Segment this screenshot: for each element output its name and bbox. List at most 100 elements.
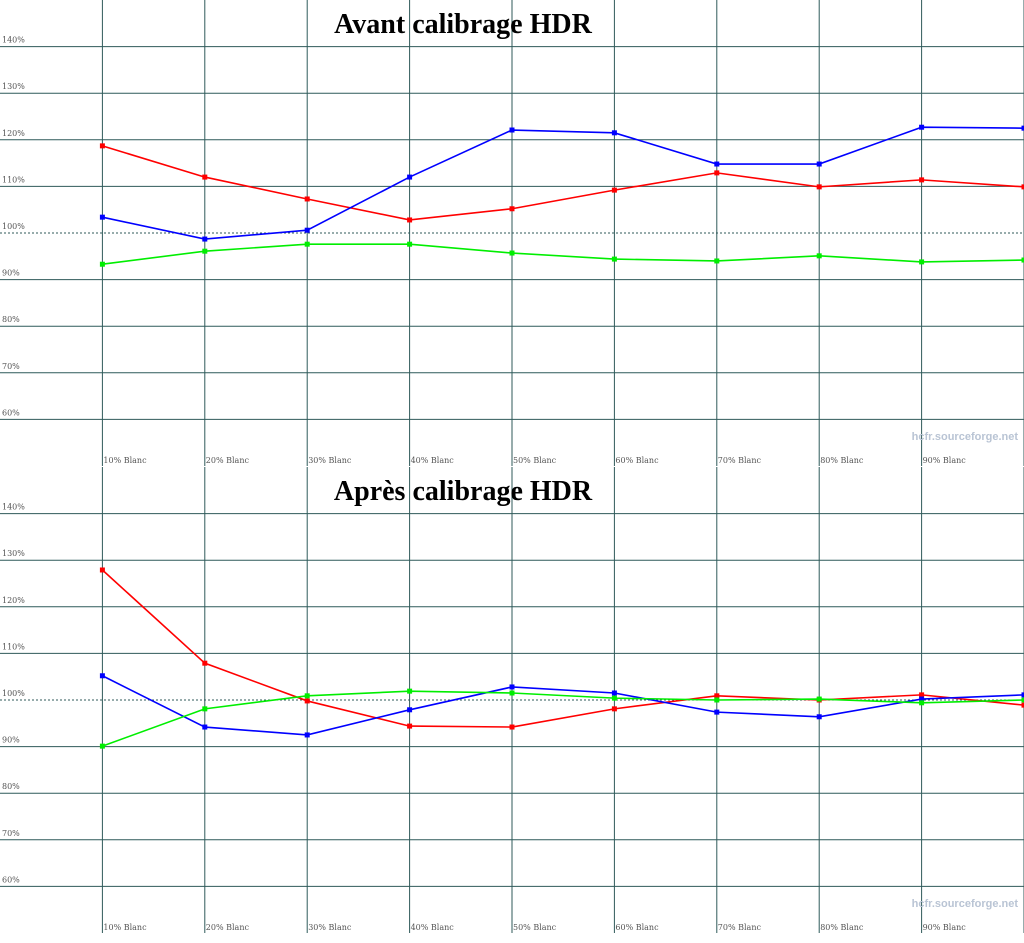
data-point <box>919 177 925 183</box>
data-point <box>202 706 208 712</box>
x-tick-label: 70% Blanc <box>718 923 762 932</box>
y-tick-label: 120% <box>2 596 25 605</box>
y-tick-label: 80% <box>2 315 20 324</box>
y-tick-label: 120% <box>2 129 25 138</box>
data-point <box>509 690 515 696</box>
data-point <box>714 709 720 715</box>
data-point <box>304 241 310 247</box>
data-point <box>611 695 617 701</box>
data-point <box>919 259 925 265</box>
x-tick-label: 30% Blanc <box>308 456 352 465</box>
y-tick-label: 130% <box>2 82 25 91</box>
x-tick-label: 50% Blanc <box>513 923 557 932</box>
series-line <box>102 145 1024 221</box>
series-line <box>101 569 1024 728</box>
x-tick-label: 80% Blanc <box>820 456 864 465</box>
data-point <box>816 696 822 702</box>
data-point <box>919 124 925 130</box>
data-point <box>99 143 105 149</box>
y-tick-label: 140% <box>2 36 25 45</box>
chart: 60% 70% 80% 90% 100% 110% 120% 130% 140% 10% Blan… <box>0 0 1024 466</box>
data-point <box>1021 257 1024 263</box>
data-point <box>304 732 310 738</box>
data-point <box>611 130 617 136</box>
series-line <box>102 126 1024 240</box>
y-tick-label: 130% <box>2 549 25 558</box>
data-point <box>816 714 822 720</box>
x-tick-label: 50% Blanc <box>513 456 557 465</box>
data-point <box>509 724 515 730</box>
y-tick-label: 100% <box>2 222 25 231</box>
data-point <box>202 724 208 730</box>
y-tick-label: 80% <box>2 782 20 791</box>
data-point <box>714 258 720 264</box>
data-point <box>1021 184 1024 190</box>
chart: 60% 70% 80% 90% 100% 110% 120% 130% 140% 10% Blan… <box>0 467 1024 933</box>
data-point <box>611 690 617 696</box>
x-tick-label: 60% Blanc <box>615 923 659 932</box>
data-point <box>407 707 413 713</box>
x-tick-label: 40% Blanc <box>411 923 455 932</box>
data-point <box>816 253 822 259</box>
data-point <box>304 693 310 699</box>
data-point <box>1021 125 1024 131</box>
data-point <box>919 700 925 706</box>
x-tick-label: 40% Blanc <box>411 456 455 465</box>
y-tick-label: 60% <box>2 875 20 884</box>
data-point <box>1021 697 1024 703</box>
data-point <box>714 697 720 703</box>
data-point <box>99 743 105 749</box>
data-point <box>99 673 105 679</box>
x-tick-label: 90% Blanc <box>923 456 967 465</box>
data-point <box>509 250 515 256</box>
data-point <box>407 723 413 729</box>
data-point <box>919 696 925 702</box>
data-point <box>919 692 925 698</box>
x-tick-label: 20% Blanc <box>206 456 250 465</box>
x-tick-label: 80% Blanc <box>820 923 864 932</box>
data-point <box>202 660 208 666</box>
data-point <box>611 706 617 712</box>
data-point <box>714 161 720 167</box>
data-point <box>714 170 720 176</box>
data-point <box>407 174 413 180</box>
y-tick-label: 110% <box>2 642 25 651</box>
data-point <box>509 127 515 133</box>
data-point <box>99 261 105 267</box>
x-tick-label: 60% Blanc <box>615 456 659 465</box>
y-tick-label: 140% <box>2 503 25 512</box>
data-point <box>99 214 105 220</box>
data-point <box>509 206 515 212</box>
data-point <box>611 256 617 262</box>
watermark: hcfr.sourceforge.net <box>912 431 1019 443</box>
data-point <box>304 698 310 704</box>
data-point <box>816 161 822 167</box>
data-point <box>202 236 208 242</box>
watermark: hcfr.sourceforge.net <box>912 898 1019 910</box>
x-tick-label: 20% Blanc <box>206 923 250 932</box>
x-tick-label: 90% Blanc <box>923 923 967 932</box>
y-tick-label: 60% <box>2 408 20 417</box>
data-point <box>1021 702 1024 708</box>
y-tick-label: 70% <box>2 829 20 838</box>
y-tick-label: 110% <box>2 175 25 184</box>
series-line <box>102 243 1024 266</box>
x-tick-label: 70% Blanc <box>718 456 762 465</box>
data-point <box>611 187 617 193</box>
data-point <box>304 227 310 233</box>
series-line <box>102 690 1024 747</box>
y-tick-label: 100% <box>2 689 25 698</box>
data-point <box>1021 692 1024 698</box>
data-point <box>509 684 515 690</box>
data-point <box>202 174 208 180</box>
series-line <box>102 675 1024 736</box>
x-tick-label: 10% Blanc <box>103 923 147 932</box>
data-point <box>407 241 413 247</box>
x-tick-label: 30% Blanc <box>308 923 352 932</box>
data-point <box>407 688 413 694</box>
data-point <box>99 567 105 573</box>
data-point <box>407 217 413 223</box>
y-tick-label: 70% <box>2 362 20 371</box>
